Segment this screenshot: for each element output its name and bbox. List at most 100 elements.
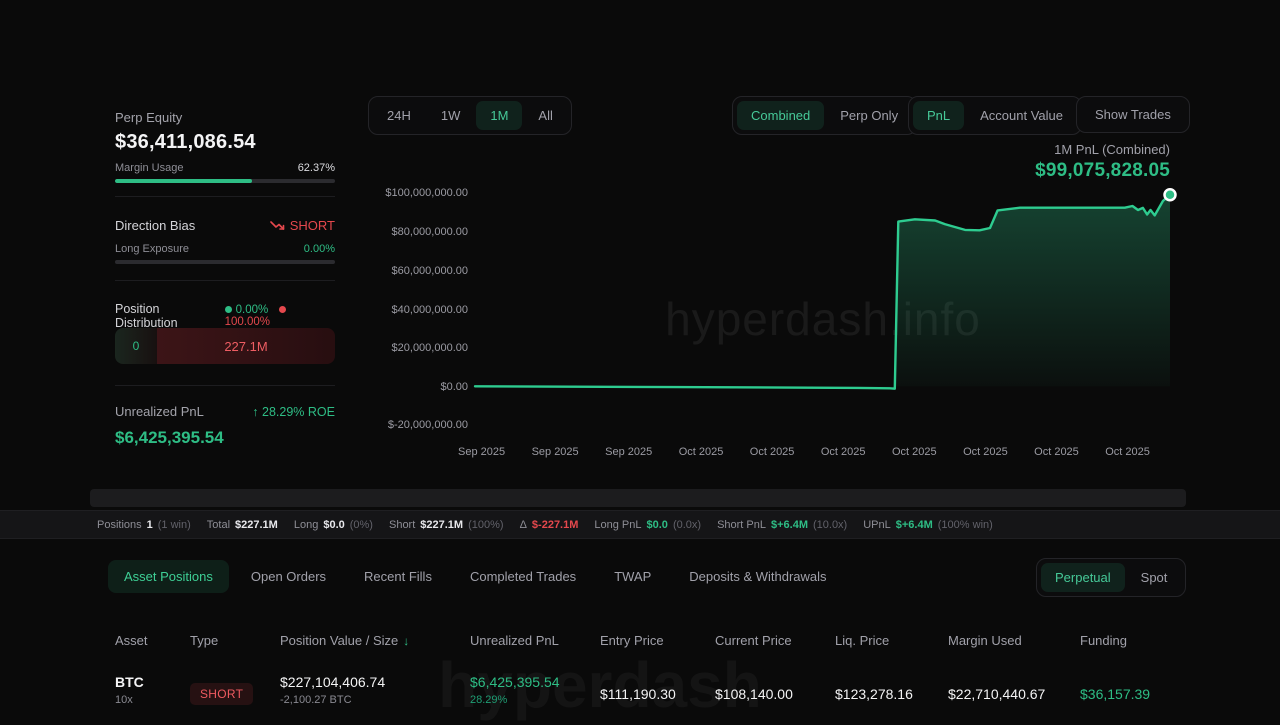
unrealized-pnl-value: $6,425,395.54 bbox=[115, 428, 224, 447]
pnl-area-chart[interactable] bbox=[473, 186, 1177, 432]
y-tick-label: $40,000,000.00 bbox=[391, 304, 468, 316]
arrow-up-icon: ↑ bbox=[252, 404, 259, 419]
stat--: Δ $-227.1M bbox=[519, 518, 579, 531]
x-tick-label: Sep 2025 bbox=[531, 446, 579, 458]
market-spot[interactable]: Spot bbox=[1127, 563, 1182, 592]
unrealized-pnl-row: Unrealized PnL ↑ 28.29% ROE bbox=[115, 404, 335, 419]
tab-recent-fills[interactable]: Recent Fills bbox=[348, 560, 448, 593]
long-exposure-row: Long Exposure 0.00% bbox=[115, 243, 335, 255]
tab-twap[interactable]: TWAP bbox=[598, 560, 667, 593]
column-header-asset: Asset bbox=[115, 633, 148, 648]
bottom-tab-bar: Asset Positions Open Orders Recent Fills Co… bbox=[108, 560, 843, 593]
mode-perp-only[interactable]: Perp Only bbox=[826, 101, 912, 130]
stat-short-pnl: Short PnL $+6.4M (10.0x) bbox=[717, 518, 848, 531]
column-header-type: Type bbox=[190, 633, 219, 648]
show-trades-button[interactable]: Show Trades bbox=[1076, 96, 1190, 133]
tab-open-orders[interactable]: Open Orders bbox=[235, 560, 342, 593]
long-exposure-value: 0.00% bbox=[303, 243, 335, 255]
position-distribution-row: Position Distribution 0.00% 100.00% bbox=[115, 302, 335, 330]
column-header-unrealized-pnl: Unrealized PnL bbox=[470, 633, 559, 648]
roe-value: ↑ 28.29% ROE bbox=[252, 404, 335, 419]
y-tick-label: $100,000,000.00 bbox=[385, 187, 468, 199]
time-range-all[interactable]: All bbox=[524, 101, 566, 130]
long-exposure-label: Long Exposure bbox=[115, 243, 189, 255]
chart-line bbox=[473, 193, 1172, 390]
chart-end-point bbox=[1163, 188, 1177, 202]
x-tick-label: Oct 2025 bbox=[678, 446, 724, 458]
column-header-liq-price: Liq. Price bbox=[835, 633, 890, 648]
stat-long: Long $0.0 (0%) bbox=[293, 518, 373, 531]
perp-equity-label: Perp Equity bbox=[115, 110, 183, 125]
entry-price-cell: $111,190.30 bbox=[600, 686, 676, 702]
margin-usage-label: Margin Usage bbox=[115, 162, 184, 174]
column-header-entry-price: Entry Price bbox=[600, 633, 664, 648]
x-tick-label: Oct 2025 bbox=[820, 446, 866, 458]
margin-usage-row: Margin Usage 62.37% bbox=[115, 162, 335, 174]
metric-toggle-group: PnL Account Value bbox=[908, 96, 1083, 135]
long-dot-icon bbox=[224, 306, 232, 314]
funding-cell: $36,157.39 bbox=[1080, 686, 1151, 702]
market-toggle-group: Perpetual Spot bbox=[1036, 558, 1187, 597]
table-row[interactable]: BTC 10x SHORT $227,104,406.74 -2,100.27 … bbox=[0, 666, 1280, 722]
column-header-current-price: Current Price bbox=[715, 633, 792, 648]
y-tick-label: $60,000,000.00 bbox=[391, 265, 468, 277]
type-cell: SHORT bbox=[190, 683, 254, 705]
perp-equity-value: $36,411,086.54 bbox=[115, 131, 256, 153]
stat-upnl: UPnL $+6.4M (100% win) bbox=[863, 518, 993, 531]
x-tick-label: Sep 2025 bbox=[458, 446, 506, 458]
tab-deposits-withdrawals[interactable]: Deposits & Withdrawals bbox=[673, 560, 842, 593]
tab-completed-trades[interactable]: Completed Trades bbox=[454, 560, 592, 593]
distribution-long-segment: 0 bbox=[115, 328, 157, 364]
margin-usage-bar bbox=[115, 179, 335, 183]
direction-bias-value: SHORT bbox=[269, 218, 335, 233]
position-value-cell: $227,104,406.74 -2,100.27 BTC bbox=[280, 674, 386, 706]
stat-short: Short $227.1M (100%) bbox=[388, 518, 504, 531]
asset-cell: BTC 10x bbox=[115, 674, 144, 706]
stat-positions: Positions 1 (1 win) bbox=[97, 518, 191, 531]
chart-header: 1M PnL (Combined) $99,075,828.05 bbox=[760, 142, 1170, 182]
sort-desc-icon: ↓ bbox=[403, 634, 410, 648]
short-badge: SHORT bbox=[190, 683, 254, 705]
trending-down-icon bbox=[269, 220, 285, 230]
chart-brush-strip[interactable] bbox=[90, 489, 1186, 507]
y-tick-label: $80,000,000.00 bbox=[391, 226, 468, 238]
y-tick-label: $0.00 bbox=[440, 381, 468, 393]
long-exposure-bar bbox=[115, 260, 335, 264]
margin-used-cell: $22,710,440.67 bbox=[948, 686, 1046, 702]
x-tick-label: Sep 2025 bbox=[605, 446, 653, 458]
mode-combined[interactable]: Combined bbox=[737, 101, 825, 130]
metric-account-value[interactable]: Account Value bbox=[966, 101, 1077, 130]
chart-title: 1M PnL (Combined) bbox=[1054, 142, 1170, 157]
x-tick-label: Oct 2025 bbox=[891, 446, 937, 458]
position-distribution-label: Position Distribution bbox=[115, 302, 178, 330]
divider bbox=[115, 196, 335, 197]
time-range-group: 24H 1W 1M All bbox=[368, 96, 572, 135]
time-range-1m[interactable]: 1M bbox=[476, 101, 523, 130]
divider bbox=[115, 280, 335, 281]
position-distribution-legend: 0.00% 100.00% bbox=[224, 304, 335, 328]
column-header-funding: Funding bbox=[1080, 633, 1127, 648]
y-tick-label: $20,000,000.00 bbox=[391, 342, 468, 354]
market-perpetual[interactable]: Perpetual bbox=[1041, 563, 1125, 592]
stat-long-pnl: Long PnL $0.0 (0.0x) bbox=[594, 518, 702, 531]
column-header-position-value-size[interactable]: Position Value / Size ↓ bbox=[280, 633, 410, 648]
time-range-24h[interactable]: 24H bbox=[373, 101, 425, 130]
unrealized-pnl-cell: $6,425,395.54 28.29% bbox=[470, 674, 560, 706]
short-dot-icon bbox=[279, 306, 287, 314]
current-price-cell: $108,140.00 bbox=[715, 686, 793, 702]
chart-current-value: $99,075,828.05 bbox=[1035, 160, 1170, 181]
margin-usage-fill bbox=[115, 179, 253, 183]
time-range-1w[interactable]: 1W bbox=[427, 101, 475, 130]
mode-toggle-group: Combined Perp Only bbox=[732, 96, 918, 135]
direction-bias-row: Direction Bias SHORT bbox=[115, 218, 335, 233]
liq-price-cell: $123,278.16 bbox=[835, 686, 913, 702]
x-tick-label: Oct 2025 bbox=[963, 446, 1008, 458]
tab-asset-positions[interactable]: Asset Positions bbox=[108, 560, 229, 593]
x-tick-label: Oct 2025 bbox=[1034, 446, 1079, 458]
direction-bias-label: Direction Bias bbox=[115, 218, 196, 233]
x-tick-label: Oct 2025 bbox=[749, 446, 795, 458]
column-header-margin-used: Margin Used bbox=[948, 633, 1022, 648]
metric-pnl[interactable]: PnL bbox=[913, 101, 965, 130]
unrealized-pnl-label: Unrealized PnL bbox=[115, 404, 204, 419]
